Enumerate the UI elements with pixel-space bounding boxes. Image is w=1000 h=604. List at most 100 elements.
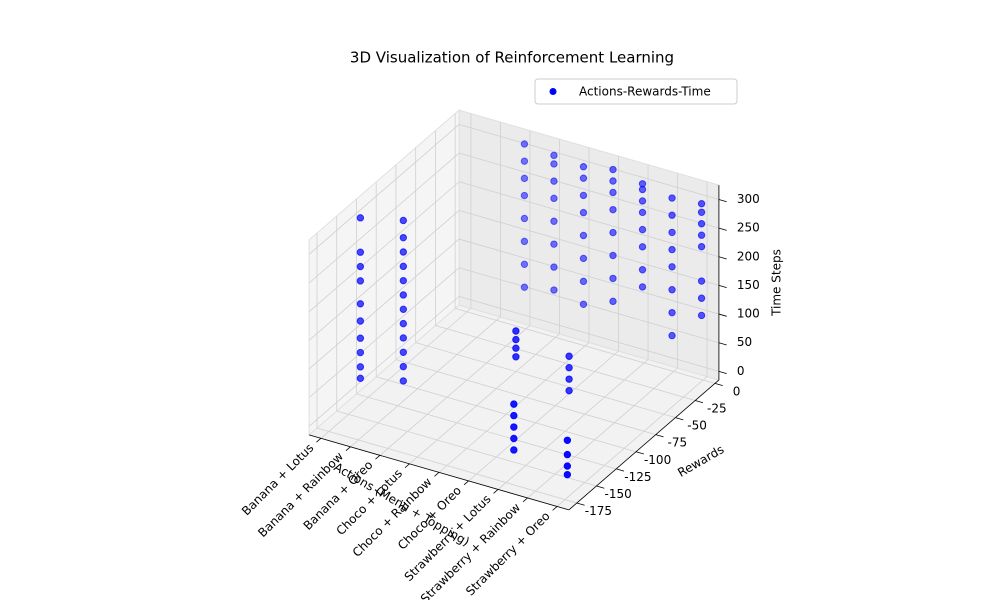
data-point xyxy=(356,348,365,357)
data-point xyxy=(399,377,408,385)
z-tick-label: 0 xyxy=(737,364,745,378)
data-point xyxy=(520,214,529,223)
data-point xyxy=(512,344,520,352)
data-point xyxy=(550,194,558,203)
data-point xyxy=(512,327,520,335)
grid-line xyxy=(458,181,720,258)
tick-mark xyxy=(596,485,605,489)
data-point xyxy=(510,423,518,431)
tick-mark xyxy=(718,227,727,231)
data-point xyxy=(579,300,588,308)
tick-mark xyxy=(718,370,727,375)
z-tick-label: 250 xyxy=(737,221,760,235)
data-point xyxy=(638,283,647,291)
data-point xyxy=(399,248,408,256)
data-point xyxy=(638,243,647,251)
data-point xyxy=(565,352,573,360)
data-point xyxy=(609,165,617,174)
data-point xyxy=(638,225,647,234)
data-point xyxy=(399,348,408,356)
data-point xyxy=(356,248,365,256)
y-tick-label: -150 xyxy=(605,487,632,501)
data-point xyxy=(668,308,676,317)
grid-line xyxy=(308,210,460,341)
pane-left xyxy=(308,109,460,436)
data-point xyxy=(697,311,706,320)
grid-line xyxy=(308,296,460,427)
data-point xyxy=(609,274,617,283)
tick-mark xyxy=(576,502,585,506)
data-point xyxy=(697,242,706,251)
data-point xyxy=(550,160,558,168)
z-tick-label: 200 xyxy=(737,249,760,263)
grid-line xyxy=(455,308,716,384)
data-point xyxy=(668,331,676,340)
data-point xyxy=(697,294,706,302)
data-point xyxy=(579,208,588,217)
grid-line xyxy=(350,316,501,448)
data-point xyxy=(668,245,676,254)
data-point xyxy=(550,217,558,225)
y-tick-label: -75 xyxy=(668,436,688,450)
grid-line xyxy=(336,410,597,487)
tick-mark xyxy=(375,455,381,460)
grid-line xyxy=(308,152,460,284)
data-point xyxy=(609,251,617,260)
grid-line xyxy=(468,350,619,482)
grid-line xyxy=(458,295,720,372)
data-point xyxy=(399,334,408,342)
tick-mark xyxy=(718,342,727,346)
tick-mark xyxy=(404,463,410,469)
data-point xyxy=(520,283,529,291)
data-point xyxy=(697,231,706,239)
data-point xyxy=(356,300,365,308)
grid-line xyxy=(379,325,531,456)
data-point xyxy=(563,462,572,470)
data-point xyxy=(579,231,588,240)
data-point xyxy=(356,214,365,222)
grid-line xyxy=(458,124,720,200)
data-point xyxy=(550,286,558,294)
grid-line xyxy=(497,359,649,490)
grid-line xyxy=(356,393,617,470)
data-point xyxy=(697,277,706,285)
data-point xyxy=(510,446,518,454)
grid-line xyxy=(435,325,696,401)
z-tick-label: 300 xyxy=(737,192,760,206)
data-point xyxy=(668,194,676,202)
data-point xyxy=(512,353,520,361)
y-tick-label: -175 xyxy=(585,504,612,518)
data-point xyxy=(356,334,365,342)
data-point xyxy=(638,180,647,188)
y-tick-label: -125 xyxy=(624,470,651,484)
data-point xyxy=(609,228,617,237)
data-point xyxy=(510,400,518,408)
tick-mark xyxy=(463,480,469,486)
grid-line xyxy=(320,308,472,439)
data-point xyxy=(668,263,676,271)
tick-mark xyxy=(718,199,727,203)
data-point xyxy=(520,237,529,246)
data-point xyxy=(565,375,573,383)
tick-mark xyxy=(316,437,322,443)
data-point xyxy=(520,260,529,269)
data-point xyxy=(520,191,529,200)
tick-mark xyxy=(675,417,684,421)
tick-mark xyxy=(718,285,727,289)
data-point xyxy=(697,199,706,208)
legend-box xyxy=(534,78,738,105)
tick-mark xyxy=(714,383,723,387)
data-point xyxy=(520,140,529,148)
y-axis-line xyxy=(568,379,720,511)
tick-mark xyxy=(635,451,644,455)
data-point xyxy=(609,205,617,214)
data-point xyxy=(356,277,365,285)
data-point xyxy=(565,364,573,372)
data-point xyxy=(609,188,617,197)
grid-line xyxy=(556,376,708,507)
data-point xyxy=(356,374,365,383)
data-point xyxy=(638,197,647,205)
data-point xyxy=(668,211,676,219)
grid-line xyxy=(527,367,678,499)
y-tick-label: -50 xyxy=(687,419,707,433)
